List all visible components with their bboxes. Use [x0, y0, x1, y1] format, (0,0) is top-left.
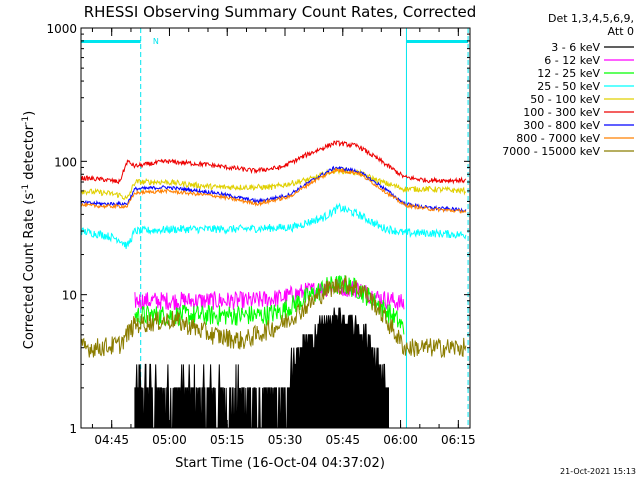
- series-line: [80, 202, 467, 250]
- y-tick-label: 1: [69, 422, 77, 436]
- x-tick-label: 05:00: [152, 433, 187, 447]
- x-tick-label: 06:00: [383, 433, 418, 447]
- plot-frame: [80, 27, 471, 429]
- footer-date: 21-Oct-2021 15:13: [560, 467, 636, 476]
- x-axis-label: Start Time (16-Oct-04 04:37:02): [175, 456, 385, 471]
- x-tick-label: 04:45: [94, 433, 129, 447]
- y-axis-label-text: Corrected Count Rate (s: [22, 193, 37, 350]
- legend-entry-label: 7000 - 15000 keV: [502, 145, 600, 158]
- y-tick-label: 10: [62, 289, 77, 303]
- plot-area: N: [80, 28, 469, 429]
- x-tick-label: 06:15: [441, 433, 476, 447]
- axes: 1 10 100 1000 04:45 05:00 05:15 05:30 05:45 06:00…: [46, 22, 475, 447]
- series-line: [80, 166, 467, 201]
- y-axis-label-text: detector: [22, 124, 37, 184]
- y-axis-label-exponent: -1: [21, 116, 31, 125]
- legend-entry-label: 6 - 12 keV: [544, 54, 600, 67]
- legend-entry-label: 12 - 25 keV: [537, 67, 600, 80]
- x-tick-label: 05:15: [210, 433, 245, 447]
- legend-entry-label: 800 - 7000 keV: [516, 132, 600, 145]
- attenuator-bar: [406, 40, 469, 43]
- attenuator-bar-label: N: [153, 37, 159, 46]
- y-axis-label: Corrected Count Rate (s-1 detector-1): [21, 111, 37, 349]
- y-tick-label: 1000: [46, 22, 77, 36]
- series-line: [134, 307, 389, 429]
- y-axis-label-text: ): [22, 111, 37, 116]
- series-line: [80, 167, 467, 214]
- y-axis-label-exponent: -1: [21, 184, 31, 193]
- legend-entry-label: 50 - 100 keV: [530, 93, 600, 106]
- chart-title: RHESSI Observing Summary Count Rates, Co…: [84, 3, 477, 21]
- x-tick-label: 05:45: [325, 433, 360, 447]
- attenuator-bar: [81, 40, 141, 43]
- legend-entry-label: 3 - 6 keV: [551, 41, 600, 54]
- legend-title: Det 1,3,4,5,6,9,: [548, 12, 634, 25]
- legend-entry-label: 25 - 50 keV: [537, 80, 600, 93]
- legend-entry-label: 100 - 300 keV: [523, 106, 600, 119]
- y-tick-label: 100: [54, 155, 77, 169]
- x-tick-label: 05:30: [268, 433, 303, 447]
- series-line: [80, 275, 467, 359]
- legend-entry-label: 300 - 800 keV: [523, 119, 600, 132]
- series-line: [80, 140, 467, 185]
- series-line: [134, 275, 405, 335]
- legend-title: Att 0: [608, 25, 634, 38]
